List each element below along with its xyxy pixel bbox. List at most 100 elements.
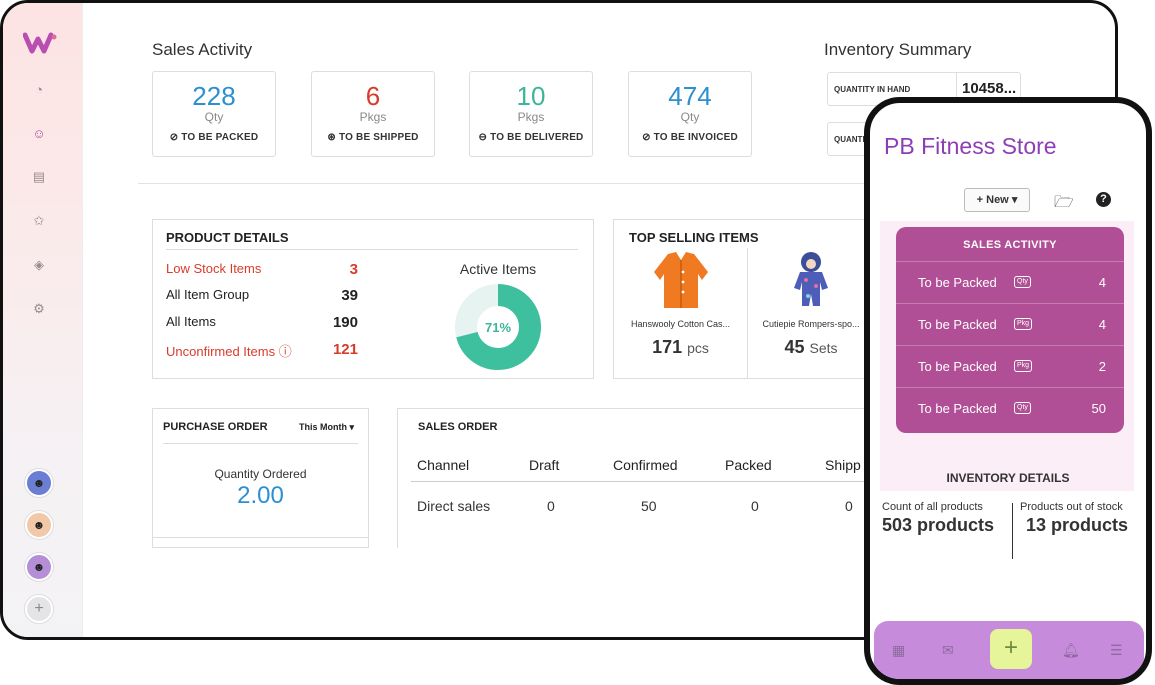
documents-icon[interactable]: ▤ <box>32 169 46 184</box>
main-content: Sales Activity 228 Qty ⊘ TO BE PACKED 6 … <box>83 3 1115 637</box>
inventory-value: 10458... <box>956 73 1022 105</box>
stat-unit: Pkgs <box>359 110 387 124</box>
grid-icon[interactable]: ▦ <box>892 642 906 658</box>
inventory-col-label: Count of all products <box>882 501 983 513</box>
donut-active-arc <box>455 284 541 370</box>
caret-down-icon: ▾ <box>349 422 355 432</box>
stat-label: ⊖ TO BE DELIVERED <box>478 132 584 143</box>
panel-divider <box>163 443 358 444</box>
row-label: To be Packed <box>918 275 997 290</box>
row-label: All Items <box>166 314 216 329</box>
table-row[interactable]: Direct sales 0 50 0 0 <box>411 481 867 531</box>
add-avatar-button[interactable]: + <box>25 595 53 623</box>
menu-icon[interactable]: ☰ <box>1110 642 1123 658</box>
row-value: 121 <box>332 341 358 358</box>
row-label: Unconfirmed Items ⓘ <box>166 344 292 359</box>
table-cell: 0 <box>845 498 853 515</box>
unit-tag: Qty <box>1014 402 1031 414</box>
avatar[interactable]: ☻ <box>25 469 53 497</box>
row-value: 2 <box>1098 359 1106 374</box>
stat-unit: Qty <box>204 110 224 124</box>
inventory-label: QUANTI <box>834 135 865 144</box>
row-label: To be Packed <box>918 359 997 374</box>
sales-activity-row[interactable]: To be Packed Pkg 4 <box>896 303 1124 345</box>
badge-icon[interactable]: ✩ <box>33 213 45 228</box>
column-header: Confirmed <box>607 449 719 482</box>
delivery-icon: ⊖ <box>478 132 488 143</box>
inventory-out-of-stock: Products out of stock 13 products <box>1020 501 1146 536</box>
mail-icon[interactable]: ✉ <box>942 642 954 658</box>
settings-icon[interactable]: ⚙ <box>33 301 45 316</box>
truck-icon: ⊛ <box>327 132 336 143</box>
stat-label: ⊘ TO BE INVOICED <box>642 132 738 143</box>
item-qty: 45 Sets <box>784 337 838 357</box>
unit-tag: Qty <box>1014 276 1031 288</box>
table-cell: 50 <box>641 498 657 515</box>
row-value: 50 <box>1091 401 1106 416</box>
stat-label: ⊛ TO BE SHIPPED <box>327 132 419 143</box>
inventory-col-label: Products out of stock <box>1020 501 1123 513</box>
row-label: To be Packed <box>918 401 997 416</box>
row-value: 39 <box>341 287 358 304</box>
unconfirmed-items-row[interactable]: Unconfirmed Items ⓘ 121 <box>166 341 358 359</box>
active-items-title: Active Items <box>459 261 537 277</box>
stat-card-to-be-shipped[interactable]: 6 Pkgs ⊛ TO BE SHIPPED <box>311 71 435 157</box>
panel-divider <box>166 249 578 250</box>
top-selling-item[interactable]: Hanswooly Cotton Cas... 171 pcs <box>614 250 747 378</box>
bell-icon[interactable]: 🔔︎ <box>1062 642 1080 658</box>
avatar[interactable]: ☻ <box>25 553 53 581</box>
inventory-label: QUANTITY IN HAND <box>834 85 911 94</box>
sales-activity-row[interactable]: To be Packed Qty 4 <box>896 261 1124 303</box>
period-dropdown[interactable]: This Month ▾ <box>299 422 355 432</box>
top-selling-item[interactable]: Cutiepie Rompers-spo... 45 Sets <box>748 250 874 378</box>
table-cell: 0 <box>547 498 555 515</box>
stat-unit: Pkgs <box>517 110 545 124</box>
stat-value: 474 <box>668 81 712 111</box>
inventory-details-title: INVENTORY DETAILS <box>946 471 1070 485</box>
purchase-order-panel: PURCHASE ORDER This Month ▾ Quantity Ord… <box>152 408 369 548</box>
sales-activity-title: SALES ACTIVITY <box>963 239 1057 251</box>
dashboard-icon[interactable]: ◔ <box>35 81 43 97</box>
check-circle-icon: ⊘ <box>642 132 651 143</box>
active-items-donut: 71% <box>455 284 541 370</box>
sales-activity-title: Sales Activity <box>152 40 253 59</box>
cardigan-image-icon <box>653 252 708 308</box>
inventory-col-value: 503 products <box>882 515 995 535</box>
row-value: 4 <box>1098 275 1106 290</box>
row-label: Low Stock Items <box>166 261 262 276</box>
items-icon[interactable]: ☺ <box>32 125 46 141</box>
stat-label: ⊘ TO BE PACKED <box>169 132 259 143</box>
column-header: Shipp <box>819 449 867 482</box>
sales-order-table: Channel Draft Confirmed Packed Shipp Dir… <box>411 449 867 531</box>
all-item-group-row[interactable]: All Item Group 39 <box>166 287 358 305</box>
sales-order-panel: SALES ORDER Channel Draft Confirmed Pack… <box>397 408 877 548</box>
stat-card-to-be-invoiced[interactable]: 474 Qty ⊘ TO BE INVOICED <box>628 71 752 157</box>
top-selling-title: TOP SELLING ITEMS <box>629 230 759 245</box>
new-button[interactable]: + New ▾ <box>964 188 1030 212</box>
sales-order-title: SALES ORDER <box>418 421 498 433</box>
sales-activity-row[interactable]: To be Packed Pkg 2 <box>896 345 1124 387</box>
inventory-count-all: Count of all products 503 products <box>882 501 1012 536</box>
folder-icon[interactable]: 🗁 <box>1054 194 1074 211</box>
low-stock-items-row[interactable]: Low Stock Items 3 <box>166 261 358 279</box>
check-circle-icon: ⊘ <box>169 132 179 143</box>
tags-icon[interactable]: ◈ <box>34 257 44 272</box>
table-header-row: Channel Draft Confirmed Packed Shipp <box>411 449 867 482</box>
app-logo-icon[interactable] <box>23 31 57 55</box>
sales-activity-row[interactable]: To be Packed Qty 50 <box>896 387 1124 429</box>
item-name: Cutiepie Rompers-spo... <box>762 319 860 329</box>
stat-card-to-be-packed[interactable]: 228 Qty ⊘ TO BE PACKED <box>152 71 276 157</box>
stat-card-to-be-delivered[interactable]: 10 Pkgs ⊖ TO BE DELIVERED <box>469 71 593 157</box>
help-icon[interactable]: ? <box>1096 192 1111 207</box>
quantity-ordered-value: 2.00 <box>237 482 284 509</box>
all-items-row[interactable]: All Items 190 <box>166 314 358 332</box>
stat-value: 228 <box>192 81 236 111</box>
column-header: Packed <box>719 449 819 482</box>
row-label: To be Packed <box>918 317 997 332</box>
unit-tag: Pkg <box>1014 360 1033 372</box>
avatar[interactable]: ☻ <box>25 511 53 539</box>
inventory-summary-title: Inventory Summary <box>824 40 972 59</box>
plus-icon[interactable]: + <box>990 629 1032 669</box>
table-cell: 0 <box>751 498 759 515</box>
store-title: PB Fitness Store <box>884 133 1057 159</box>
